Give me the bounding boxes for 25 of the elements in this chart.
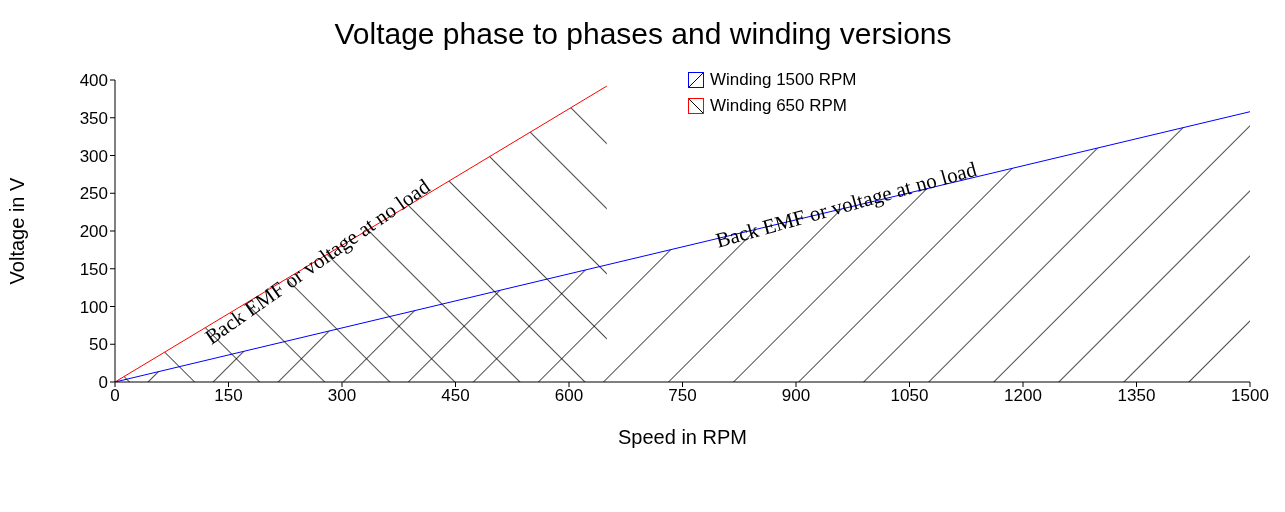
x-tick-label: 1200 xyxy=(1004,386,1042,406)
y-tick-label: 300 xyxy=(79,146,108,166)
x-tick-label: 450 xyxy=(441,386,470,406)
x-tick-label: 1050 xyxy=(890,386,929,406)
y-tick-label: 200 xyxy=(79,222,108,242)
y-tick-label: 250 xyxy=(79,184,108,204)
y-tick-label: 350 xyxy=(79,108,108,128)
x-tick-label: 900 xyxy=(781,386,811,406)
annotation: Back EMF or voltage at no load xyxy=(713,156,980,253)
y-tick-label: 400 xyxy=(79,71,108,91)
x-tick-label: 750 xyxy=(668,386,697,406)
x-tick-label: 1350 xyxy=(1117,386,1156,406)
y-tick-label: 0 xyxy=(98,373,108,393)
y-tick-label: 150 xyxy=(79,259,108,279)
x-axis-title: Speed in RPM xyxy=(618,426,747,448)
x-tick-label: 150 xyxy=(214,386,243,406)
legend-label: Winding 650 RPM xyxy=(710,96,848,116)
legend-label: Winding 1500 RPM xyxy=(710,70,857,90)
y-tick-label: 50 xyxy=(89,335,108,355)
x-tick-label: 600 xyxy=(554,386,584,406)
y-tick-label: 100 xyxy=(79,297,108,317)
y-axis-title: Voltage in V xyxy=(6,176,29,285)
x-tick-label: 1500 xyxy=(1231,386,1269,406)
chart-title: Voltage phase to phases and winding versions xyxy=(333,16,953,52)
x-tick-label: 300 xyxy=(327,386,357,406)
